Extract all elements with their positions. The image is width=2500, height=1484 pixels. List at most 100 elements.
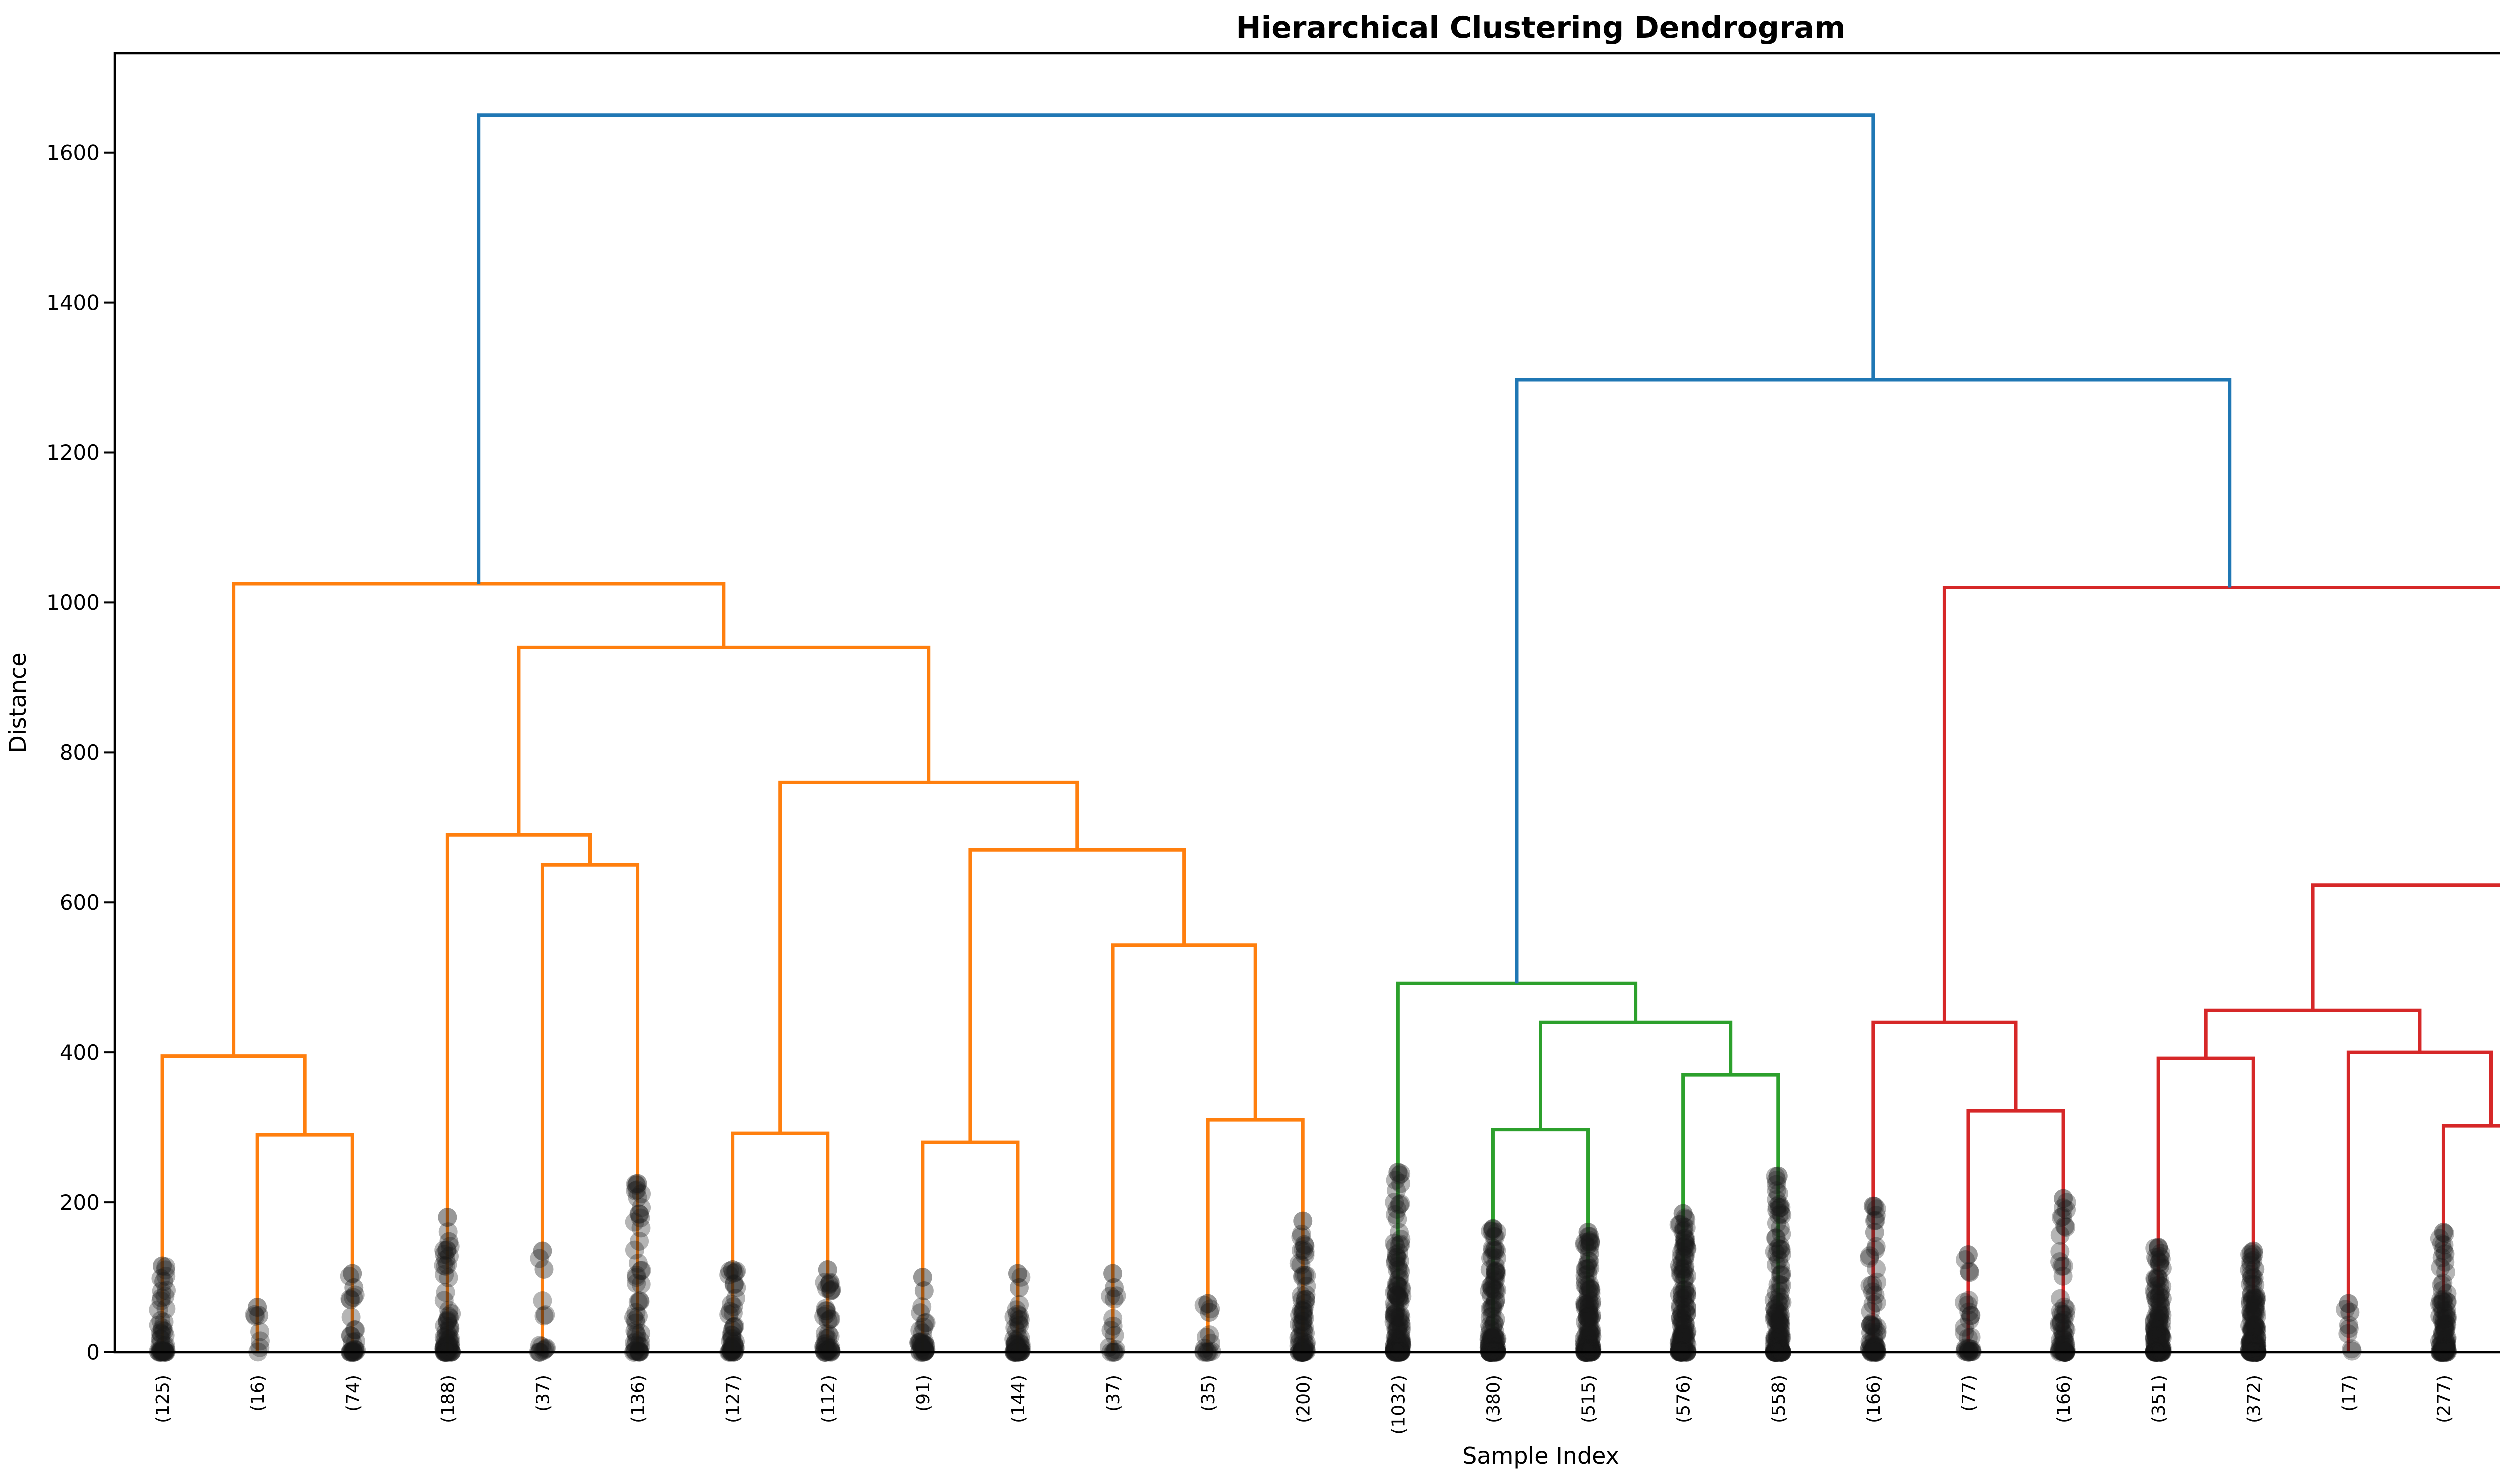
leaf-label: (112): [818, 1375, 839, 1424]
scatter-dot: [2151, 1334, 2170, 1354]
scatter-dot: [346, 1340, 365, 1360]
scatter-dot: [1771, 1292, 1790, 1312]
scatter-dot: [1579, 1302, 1598, 1322]
y-tick-label: 0: [86, 1340, 100, 1365]
chart-title: Hierarchical Clustering Dendrogram: [1236, 10, 1846, 46]
scatter-dot: [1958, 1296, 1978, 1315]
scatter-dot: [1292, 1224, 1312, 1244]
scatter-dot: [1772, 1264, 1792, 1284]
scatter-dot: [1388, 1320, 1408, 1340]
scatter-dot: [345, 1320, 364, 1340]
scatter-dot: [1674, 1263, 1694, 1282]
scatter-dot: [1295, 1308, 1314, 1328]
scatter-dot: [1580, 1296, 1600, 1316]
scatter-dot: [2438, 1328, 2457, 1348]
scatter-dot: [438, 1310, 458, 1330]
leaf-label: (136): [628, 1375, 649, 1424]
scatter-dot: [1386, 1300, 1406, 1320]
scatter-dot: [2057, 1193, 2076, 1212]
scatter-dot: [2056, 1320, 2076, 1340]
scatter-dot: [2150, 1309, 2169, 1328]
scatter-dot: [1484, 1272, 1504, 1292]
scatter-dot: [1770, 1337, 1790, 1356]
scatter-dot: [817, 1304, 836, 1324]
scatter-dot: [1956, 1342, 1975, 1361]
scatter-dot: [1578, 1332, 1597, 1351]
scatter-dot: [1294, 1300, 1314, 1319]
scatter-dot: [1772, 1206, 1792, 1225]
scatter-dot: [2247, 1328, 2266, 1348]
scatter-dot: [1766, 1300, 1785, 1319]
scatter-dot: [628, 1188, 648, 1208]
scatter-dot: [1389, 1335, 1408, 1354]
scatter-dot: [2148, 1341, 2168, 1360]
scatter-dot: [1674, 1323, 1694, 1342]
scatter-dot: [152, 1342, 172, 1361]
scatter-dot: [1768, 1336, 1788, 1355]
scatter-dot: [915, 1340, 934, 1360]
dendrogram-link-b2: [477, 114, 1876, 584]
scatter-dot: [910, 1342, 930, 1361]
scatter-dot: [2054, 1341, 2074, 1360]
scatter-dot: [1671, 1265, 1690, 1284]
scatter-dot: [440, 1321, 459, 1340]
scatter-dot: [2057, 1200, 2076, 1220]
scatter-dot: [1864, 1316, 1883, 1336]
scatter-dot: [722, 1342, 742, 1361]
scatter-dot: [632, 1184, 652, 1204]
scatter-dot: [2240, 1340, 2260, 1360]
scatter-dot: [434, 1340, 454, 1360]
leaf-label: (16): [248, 1375, 268, 1412]
scatter-dot: [624, 1308, 644, 1328]
scatter-dot: [1863, 1337, 1882, 1356]
scatter-dot: [2246, 1289, 2266, 1308]
scatter-dot: [2244, 1245, 2264, 1264]
scatter-dot: [154, 1272, 174, 1292]
scatter-dot: [2150, 1320, 2170, 1340]
scatter-dot: [1294, 1306, 1314, 1326]
scatter-dot: [152, 1288, 172, 1308]
scatter-dot: [2146, 1284, 2165, 1304]
scatter-dot: [1582, 1330, 1601, 1349]
scatter-dot: [537, 1338, 556, 1358]
scatter-dot: [438, 1312, 458, 1332]
scatter-dot: [1581, 1231, 1600, 1250]
scatter-dot: [1194, 1296, 1214, 1316]
scatter-dot: [2248, 1328, 2267, 1348]
scatter-dot: [1198, 1294, 1218, 1314]
scatter-dot: [1392, 1174, 1411, 1194]
scatter-dot: [1865, 1212, 1884, 1231]
scatter-dot: [245, 1305, 264, 1324]
scatter-dot: [1772, 1328, 1792, 1347]
scatter-dot: [438, 1240, 457, 1260]
scatter-dot: [342, 1308, 361, 1327]
scatter-dot: [1582, 1280, 1601, 1300]
scatter-dot: [2149, 1238, 2168, 1258]
scatter-dot: [152, 1292, 171, 1311]
x-axis-label: Sample Index: [1462, 1442, 1620, 1470]
scatter-dot: [1386, 1236, 1406, 1256]
scatter-dot: [916, 1313, 936, 1332]
scatter-dot: [2430, 1332, 2450, 1351]
scatter-dot: [2150, 1342, 2170, 1361]
scatter-dot: [1678, 1282, 1697, 1301]
scatter-dot: [1104, 1316, 1123, 1336]
scatter-dot: [1867, 1325, 1886, 1344]
scatter-dot: [632, 1218, 651, 1238]
scatter-dot: [1766, 1310, 1786, 1329]
scatter-dot: [2147, 1323, 2166, 1342]
scatter-dot: [1767, 1315, 1786, 1334]
scatter-dot: [1386, 1298, 1405, 1318]
scatter-dot: [1006, 1334, 1026, 1354]
scatter-dot: [1672, 1328, 1692, 1348]
scatter-dot: [1480, 1336, 1500, 1355]
scatter-dot: [1290, 1336, 1309, 1356]
scatter-dot: [2146, 1333, 2165, 1352]
scatter-dot: [1677, 1238, 1696, 1258]
scatter-dot: [345, 1340, 364, 1360]
scatter-dot: [434, 1339, 454, 1358]
scatter-dot: [2242, 1256, 2261, 1275]
scatter-dot: [1670, 1334, 1690, 1354]
scatter-dot: [816, 1299, 836, 1318]
